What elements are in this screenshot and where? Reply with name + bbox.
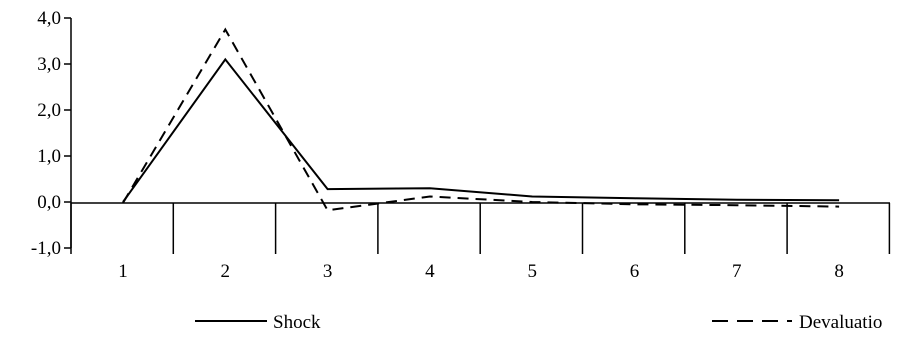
y-axis: -1,0 0,0 1,0 2,0 3,0 4,0: [31, 8, 72, 259]
x-tick-label: 6: [630, 261, 640, 282]
x-tick-label: 7: [732, 261, 742, 282]
x-axis: 1 2 3 4 5 6 7 8: [70, 202, 891, 282]
x-tick-label: 1: [118, 261, 128, 282]
y-tick-label: 1,0: [37, 146, 61, 167]
series-line-devaluatio: [122, 27, 840, 212]
x-tick-label: 5: [527, 261, 537, 282]
x-tick-label: 8: [834, 261, 844, 282]
legend-label-shock: Shock: [273, 312, 321, 333]
series-lines: [122, 27, 840, 212]
legend-label-devaluatio: Devaluatio: [799, 312, 882, 333]
y-tick-label: 0,0: [37, 192, 61, 213]
series-line-shock: [122, 57, 840, 203]
x-tick-label: 3: [323, 261, 333, 282]
x-tick-label: 2: [221, 261, 231, 282]
y-tick-label: 4,0: [37, 8, 61, 29]
legend: Shock Devaluatio: [195, 312, 882, 333]
x-tick-label: 4: [425, 261, 435, 282]
y-tick-label: -1,0: [31, 238, 61, 259]
y-tick-label: 2,0: [37, 100, 61, 121]
y-tick-label: 3,0: [37, 54, 61, 75]
